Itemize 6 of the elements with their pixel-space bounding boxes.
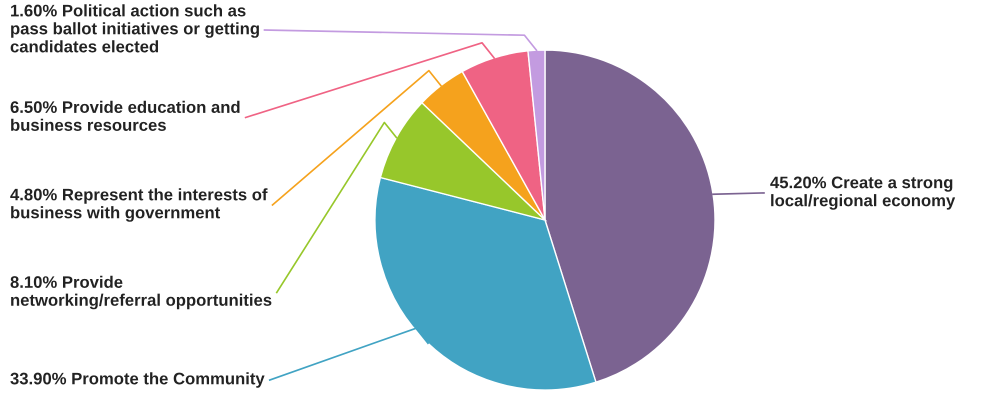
slice-label: 8.10% Provide networking/referral opportunities	[10, 276, 272, 310]
slice-label: 4.80% Represent the interests of business with government	[10, 188, 268, 222]
slice-label: 1.60% Political action such as pass ballot initiatives or getting candidates elected	[10, 4, 259, 52]
slice-label: 45.20% Create a strong local/regional economy	[770, 176, 956, 210]
slice-label: 6.50% Provide education and business resources	[10, 100, 240, 131]
slice-label: 33.90% Promote the Community	[10, 372, 265, 388]
